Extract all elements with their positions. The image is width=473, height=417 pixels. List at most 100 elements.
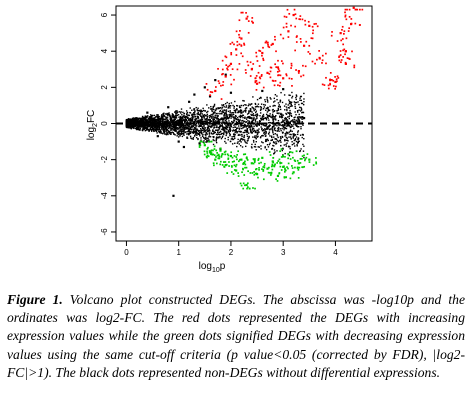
down-deg-point	[244, 163, 247, 166]
non-deg-point	[206, 113, 209, 116]
non-deg-point	[231, 114, 234, 116]
non-deg-point	[180, 130, 182, 132]
non-deg-point	[199, 114, 201, 116]
non-deg-point	[242, 131, 244, 134]
non-deg-point	[242, 119, 244, 122]
non-deg-point	[173, 115, 175, 118]
non-deg-point	[125, 121, 128, 124]
non-deg-point	[244, 104, 246, 106]
non-deg-point	[182, 132, 184, 135]
non-deg-point	[236, 131, 238, 133]
up-deg-point	[285, 74, 288, 77]
non-deg-point	[143, 117, 146, 119]
up-deg-point	[254, 80, 257, 82]
non-deg-point	[203, 114, 206, 116]
non-deg-point	[146, 121, 148, 124]
up-deg-point	[340, 61, 342, 64]
non-deg-point	[221, 128, 223, 131]
non-deg-point	[151, 124, 153, 126]
non-deg-point	[210, 126, 212, 129]
non-deg-point	[192, 125, 195, 127]
non-deg-point	[239, 140, 241, 142]
down-deg-point	[296, 166, 299, 169]
up-deg-point	[225, 64, 228, 67]
non-deg-point	[229, 91, 233, 94]
up-deg-point	[260, 75, 263, 77]
down-deg-point	[237, 172, 239, 174]
non-deg-point	[223, 133, 225, 136]
non-deg-point	[256, 129, 259, 131]
non-deg-point	[167, 130, 170, 132]
non-deg-point	[280, 144, 282, 147]
non-deg-point	[279, 128, 282, 130]
non-deg-point	[163, 124, 166, 127]
non-deg-point	[214, 131, 217, 134]
non-deg-point	[246, 128, 249, 130]
non-deg-point	[132, 124, 134, 126]
up-deg-point	[275, 66, 278, 68]
down-deg-point	[230, 151, 233, 154]
non-deg-point	[184, 121, 186, 124]
non-deg-point	[209, 120, 211, 122]
non-deg-point	[298, 109, 300, 111]
non-deg-point	[200, 131, 202, 133]
non-deg-point	[243, 131, 246, 134]
non-deg-point	[255, 114, 257, 116]
up-deg-point	[230, 83, 233, 86]
non-deg-point	[222, 104, 224, 107]
up-deg-point	[290, 77, 293, 80]
up-deg-point	[245, 71, 247, 74]
non-deg-point	[192, 116, 195, 118]
non-deg-point	[197, 111, 199, 114]
non-deg-point	[224, 130, 226, 133]
non-deg-point	[212, 133, 214, 135]
up-deg-point	[205, 83, 208, 85]
non-deg-point	[207, 110, 209, 113]
non-deg-point	[202, 114, 204, 116]
up-deg-point	[341, 25, 344, 28]
non-deg-point	[148, 119, 151, 121]
non-deg-point	[209, 117, 211, 119]
non-deg-point	[197, 116, 199, 119]
non-deg-point	[208, 134, 211, 136]
non-deg-point	[224, 140, 226, 143]
non-deg-point	[294, 105, 296, 108]
up-deg-point	[278, 84, 281, 87]
non-deg-point	[232, 113, 235, 116]
non-deg-point	[227, 130, 230, 132]
up-deg-point	[311, 37, 314, 40]
down-deg-point	[299, 162, 302, 164]
non-deg-point	[237, 127, 239, 129]
up-deg-point	[290, 24, 292, 27]
non-deg-point	[225, 128, 228, 130]
non-deg-point	[279, 139, 281, 142]
non-deg-point	[217, 107, 220, 110]
non-deg-point	[269, 135, 271, 137]
y-tick-label: 2	[100, 85, 109, 90]
non-deg-point	[287, 116, 289, 118]
non-deg-point	[208, 95, 212, 98]
non-deg-point	[220, 133, 222, 135]
non-deg-point	[130, 121, 132, 123]
non-deg-point	[156, 124, 158, 126]
non-deg-point	[198, 130, 200, 132]
non-deg-point	[296, 110, 299, 112]
non-deg-point	[253, 136, 256, 138]
non-deg-point	[239, 127, 241, 129]
non-deg-point	[235, 130, 237, 133]
non-deg-point	[217, 112, 219, 115]
non-deg-point	[147, 122, 149, 124]
non-deg-point	[127, 118, 130, 120]
down-deg-point	[219, 160, 222, 163]
non-deg-point	[243, 110, 245, 112]
non-deg-point	[151, 120, 154, 123]
non-deg-point	[271, 113, 274, 116]
non-deg-point	[217, 131, 219, 134]
non-deg-point	[181, 130, 183, 133]
non-deg-point	[284, 152, 286, 155]
non-deg-point	[213, 105, 216, 107]
non-deg-point	[191, 128, 193, 130]
non-deg-point	[230, 126, 233, 128]
up-deg-point	[246, 15, 249, 18]
non-deg-point	[198, 121, 200, 123]
